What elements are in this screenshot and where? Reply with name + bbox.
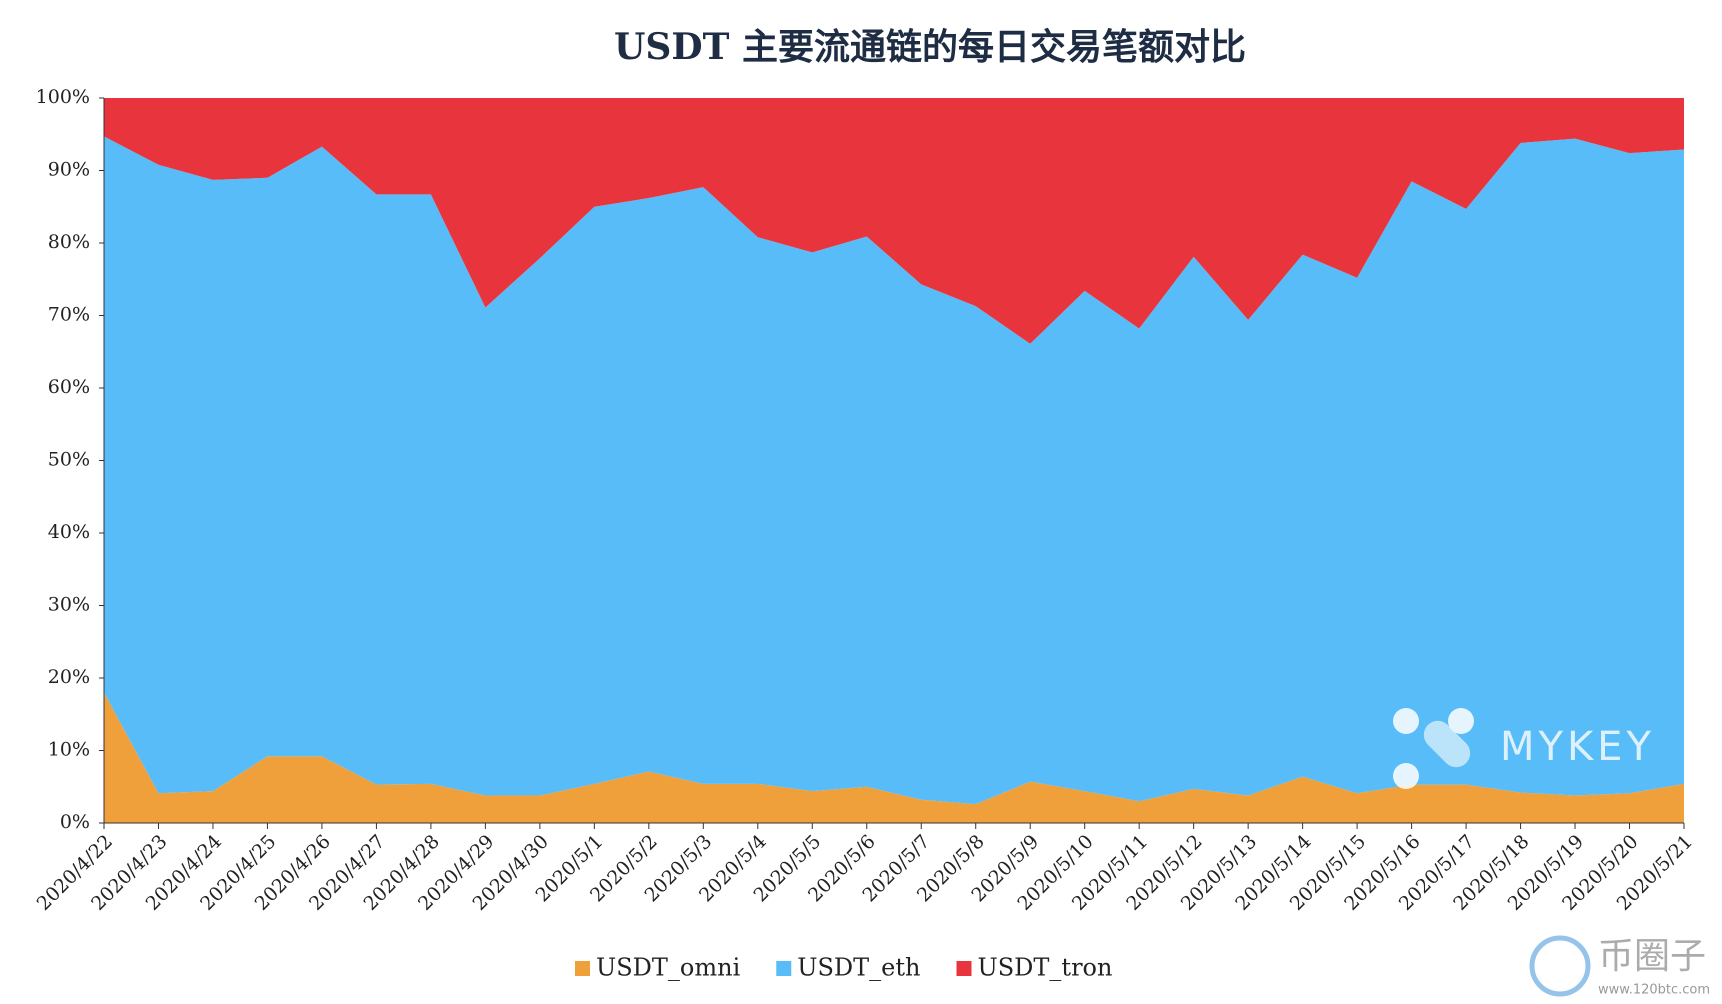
y-tick-label: 60% [48, 376, 90, 398]
chart-title: USDT 主要流通链的每日交易笔额对比 [614, 26, 1246, 68]
y-tick-label: 10% [48, 739, 90, 761]
y-tick-label: 50% [48, 449, 90, 471]
watermark-text: MYKEY [1500, 724, 1655, 770]
y-tick-label: 100% [36, 86, 90, 108]
y-tick-label: 30% [48, 594, 90, 616]
watermark-text: 币圈子 [1598, 936, 1706, 977]
area [104, 136, 1684, 805]
y-tick-label: 40% [48, 521, 90, 543]
watermark-text: www.120btc.com [1598, 983, 1710, 998]
legend-swatch [776, 961, 792, 976]
y-tick-label: 70% [48, 304, 90, 326]
legend-swatch [956, 961, 972, 976]
watermark-logo [1393, 708, 1474, 789]
y-tick-label: 20% [48, 666, 90, 688]
legend-label: USDT_eth [797, 954, 920, 982]
logo-bar [1423, 720, 1471, 768]
watermark-circle [1529, 935, 1591, 997]
logo-dot [1393, 708, 1419, 734]
legend-label: USDT_omni [596, 954, 741, 982]
legend-label: USDT_tron [978, 954, 1113, 982]
area [104, 692, 1684, 823]
area [104, 98, 1684, 344]
y-tick-label: 80% [48, 231, 90, 253]
legend-swatch [575, 961, 590, 976]
logo-dot [1448, 708, 1474, 734]
y-tick-label: 0% [60, 811, 90, 833]
y-tick-label: 90% [48, 159, 90, 181]
logo-dot [1393, 763, 1419, 789]
